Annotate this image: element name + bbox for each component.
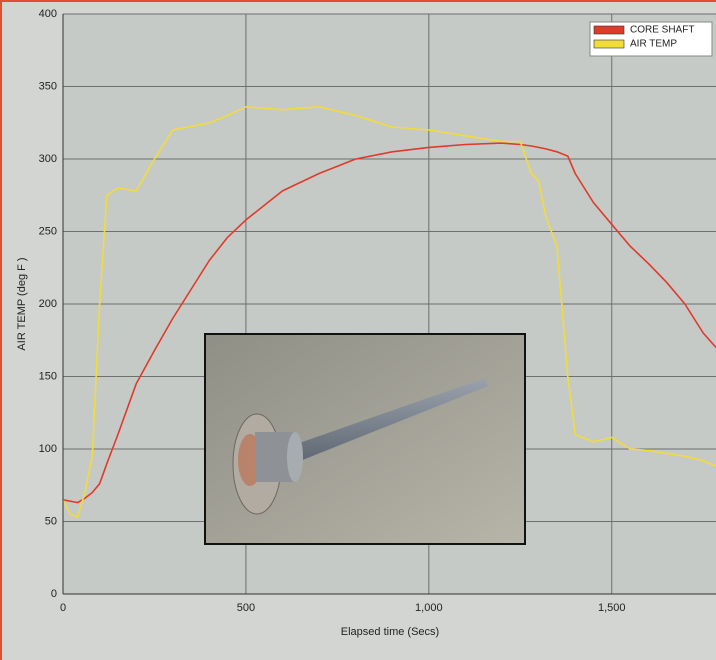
legend bbox=[589, 21, 713, 57]
x-tick-label: 1,000 bbox=[415, 602, 443, 614]
inset-photo bbox=[204, 333, 526, 545]
y-tick-label: 50 bbox=[45, 515, 57, 527]
data-line bbox=[62, 106, 716, 518]
y-tick-label: 0 bbox=[51, 588, 57, 600]
legend-label: AIR TEMP bbox=[630, 39, 677, 50]
x-tick-label: 1,500 bbox=[598, 602, 626, 614]
x-tick-label: 0 bbox=[60, 602, 66, 614]
lines bbox=[62, 106, 716, 518]
legend-swatch bbox=[593, 39, 625, 49]
legend-label: CORE SHAFT bbox=[630, 25, 694, 36]
y-tick-label: 150 bbox=[39, 370, 57, 382]
y-tick-label: 100 bbox=[39, 443, 57, 455]
y-tick-label: 350 bbox=[39, 80, 57, 92]
y-tick-label: 300 bbox=[39, 153, 57, 165]
y-axis-label: AIR TEMP (deg F ) bbox=[16, 257, 28, 350]
x-axis-label: Elapsed time (Secs) bbox=[341, 626, 439, 638]
y-tick-label: 200 bbox=[39, 298, 57, 310]
y-tick-label: 250 bbox=[39, 225, 57, 237]
legend-swatch bbox=[593, 25, 625, 35]
x-tick-label: 500 bbox=[237, 602, 255, 614]
y-tick-label: 400 bbox=[39, 8, 57, 20]
data-line bbox=[62, 142, 716, 504]
